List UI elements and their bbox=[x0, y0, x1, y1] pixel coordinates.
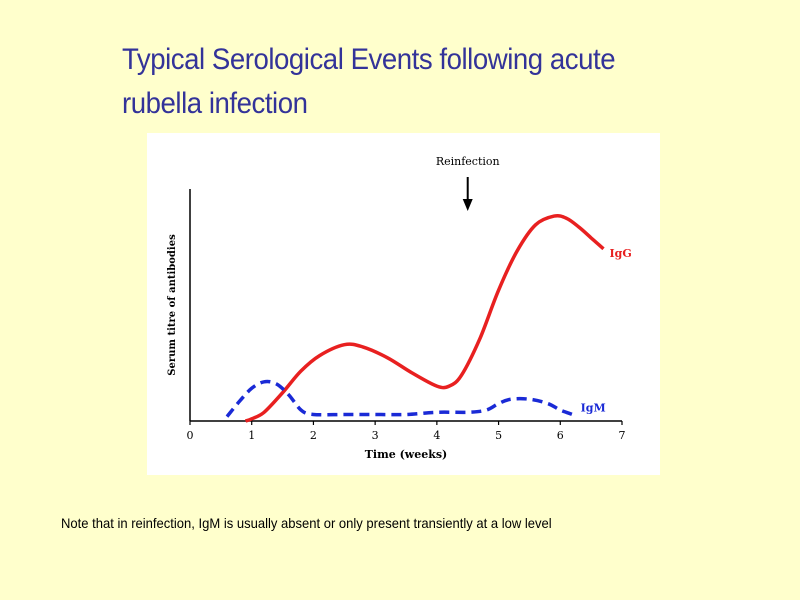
reinfection-label: Reinfection bbox=[436, 155, 500, 168]
footnote: Note that in reinfection, IgM is usually… bbox=[61, 515, 552, 531]
x-tick-label: 4 bbox=[433, 429, 440, 442]
x-tick-label: 1 bbox=[248, 429, 255, 442]
x-tick-label: 3 bbox=[372, 429, 379, 442]
x-tick-label: 2 bbox=[310, 429, 317, 442]
serology-chart: 0 1 2 3 4 5 6 7 IgG IgM Serum titre of antibodie… bbox=[167, 155, 632, 461]
x-tick-label: 0 bbox=[187, 429, 194, 442]
x-tick-label: 5 bbox=[495, 429, 502, 442]
series-line-igm bbox=[225, 379, 574, 418]
slide-title: Typical Serological Events following acu… bbox=[122, 38, 674, 126]
x-tick-label: 6 bbox=[557, 429, 564, 442]
reinfection-arrowhead-icon bbox=[462, 199, 473, 211]
chart-panel: 0 1 2 3 4 5 6 7 IgG IgM Serum titre of antibodie… bbox=[147, 133, 660, 475]
slide-title-line2: rubella infection bbox=[122, 87, 308, 120]
x-tick-label: 7 bbox=[619, 429, 626, 442]
series-label-igm: IgM bbox=[581, 401, 606, 414]
series-label-igg: IgG bbox=[609, 247, 631, 260]
series-line-igg bbox=[244, 213, 605, 423]
slide-title-line1: Typical Serological Events following acu… bbox=[122, 43, 616, 76]
y-axis-label: Serum titre of antibodies bbox=[167, 234, 178, 376]
x-axis-label: Time (weeks) bbox=[365, 448, 448, 461]
